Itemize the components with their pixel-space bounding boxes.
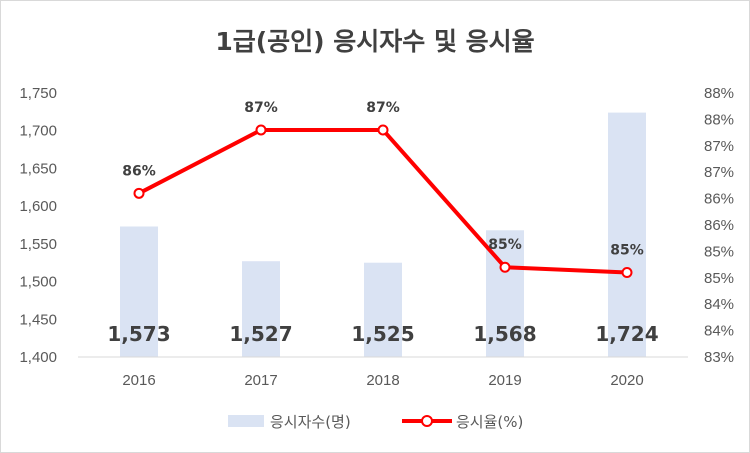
chart-title: 1급(공인) 응시자수 및 응시율 [215, 27, 535, 56]
y-right-tick-label: 85% [704, 243, 734, 260]
y-left-tick-label: 1,600 [19, 198, 57, 215]
x-tick-label: 2017 [244, 372, 277, 389]
y-right-tick-label: 87% [704, 164, 734, 181]
y-right-tick-label: 87% [704, 138, 734, 155]
legend-item-line: 응시율(%) [402, 408, 523, 434]
rate-value-label: 87% [366, 100, 400, 116]
rate-value-label: 87% [244, 100, 278, 116]
y-right-tick-label: 88% [704, 111, 734, 128]
x-tick-label: 2016 [122, 372, 155, 389]
bar-value-label: 1,724 [595, 322, 658, 346]
y-left-tick-label: 1,500 [19, 274, 57, 291]
bar-2016 [120, 226, 158, 357]
bar-value-label: 1,527 [229, 322, 292, 346]
x-tick-label: 2018 [366, 372, 399, 389]
y-left-tick-label: 1,400 [19, 349, 57, 366]
bar-value-label: 1,525 [351, 322, 414, 346]
y-right-tick-label: 86% [704, 191, 734, 208]
rate-point [133, 187, 145, 199]
bar-2020 [608, 112, 646, 358]
rate-point [621, 267, 633, 279]
legend: 응시자수(명) 응시율(%) [0, 408, 750, 434]
legend-bar-swatch [228, 415, 264, 427]
rate-point [255, 124, 267, 136]
legend-line-swatch [402, 414, 452, 428]
y-left-tick-label: 1,550 [19, 236, 57, 253]
y-right-tick-label: 83% [704, 349, 734, 366]
bar-value-label: 1,573 [107, 322, 170, 346]
y-right-tick-label: 84% [704, 323, 734, 340]
legend-item-bars: 응시자수(명) [228, 408, 351, 434]
y-left-tick-label: 1,650 [19, 160, 57, 177]
bar-2017 [242, 261, 280, 357]
rate-point [377, 124, 389, 136]
y-left-tick-label: 1,750 [19, 85, 57, 102]
y-left-tick-label: 1,450 [19, 311, 57, 328]
y-right-tick-label: 88% [704, 85, 734, 102]
y-right-tick-label: 86% [704, 217, 734, 234]
bar-value-label: 1,568 [473, 322, 536, 346]
legend-bars-label: 응시자수(명) [270, 412, 351, 431]
x-tick-label: 2019 [488, 372, 521, 389]
rate-point [499, 261, 511, 273]
x-tick-label: 2020 [610, 372, 643, 389]
rate-value-label: 85% [488, 237, 522, 253]
legend-line-label: 응시율(%) [456, 412, 524, 431]
bar-2018 [364, 262, 402, 357]
y-right-tick-label: 85% [704, 270, 734, 287]
rate-value-label: 86% [122, 163, 156, 179]
y-left-tick-label: 1,700 [19, 123, 57, 140]
y-right-tick-label: 84% [704, 296, 734, 313]
rate-series-line [138, 127, 628, 275]
rate-value-label: 85% [610, 243, 644, 259]
